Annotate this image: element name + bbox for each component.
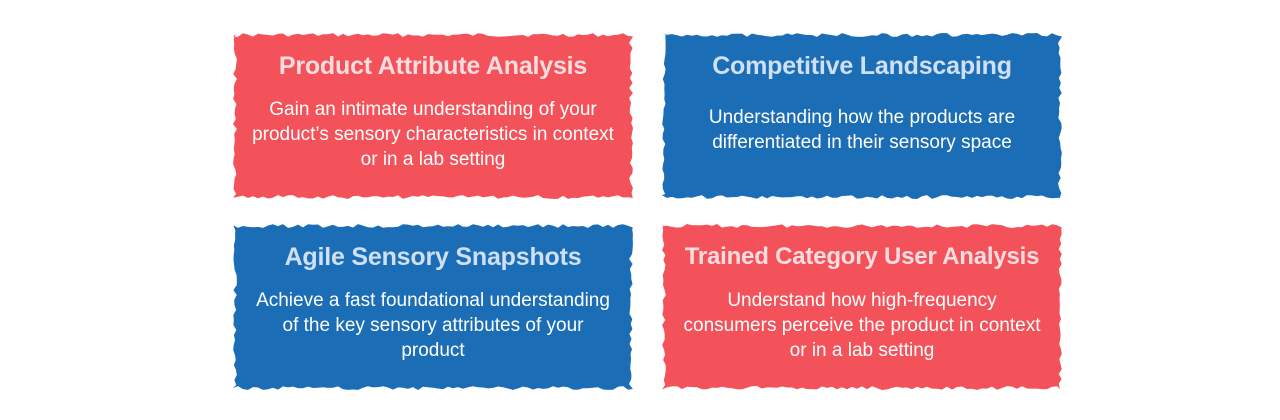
card-competitive-landscaping: Competitive Landscaping Understanding ho… xyxy=(662,33,1062,199)
card-description: Understand how high-frequency consumers … xyxy=(683,290,1041,361)
card-product-attribute-analysis: Product Attribute Analysis Gain an intim… xyxy=(233,33,633,199)
card-description: Gain an intimate understanding of your p… xyxy=(252,99,614,170)
card-title: Product Attribute Analysis xyxy=(278,52,588,80)
card-background xyxy=(662,33,1062,199)
card-trained-category-user-analysis: Trained Category User Analysis Understan… xyxy=(662,224,1062,390)
card-title: Trained Category User Analysis xyxy=(684,243,1040,270)
card-shape xyxy=(233,224,633,390)
card-description: Understanding how the products are diffe… xyxy=(708,107,1016,153)
card-background xyxy=(662,224,1062,390)
card-shape xyxy=(662,224,1062,390)
card-background xyxy=(233,224,633,390)
card-shape xyxy=(662,33,1062,199)
card-agile-sensory-snapshots: Agile Sensory Snapshots Achieve a fast f… xyxy=(233,224,633,390)
card-background xyxy=(233,33,633,199)
card-title: Agile Sensory Snapshots xyxy=(284,243,582,271)
card-description: Achieve a fast foundational understandin… xyxy=(256,290,610,361)
card-title: Competitive Landscaping xyxy=(712,52,1012,80)
card-shape xyxy=(233,33,633,199)
